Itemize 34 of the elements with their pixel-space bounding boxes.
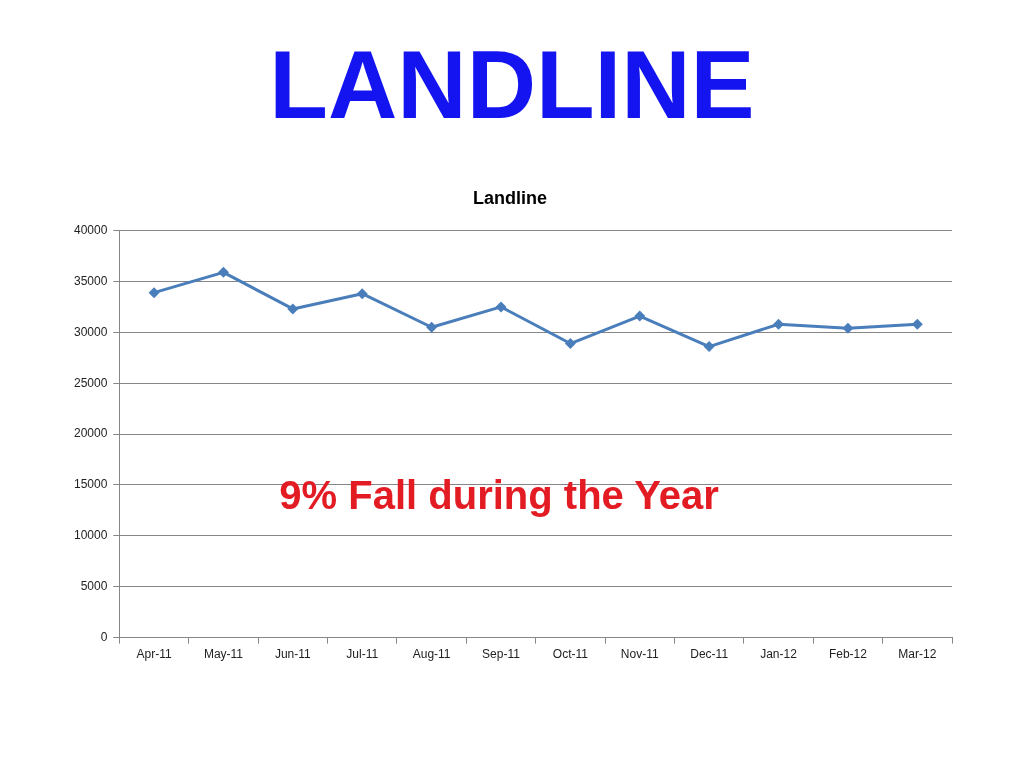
point (495, 301, 507, 313)
x-tick-label: May-11 (203, 647, 244, 662)
chart-subtitle: Landline (472, 187, 548, 208)
y-tick-label: 5000 (80, 579, 108, 594)
y-tick-label: 40000 (73, 222, 108, 237)
point (148, 287, 160, 299)
x-tick-label: Oct-11 (552, 647, 589, 662)
y-tick-label: 0 (100, 629, 108, 644)
y-tick-label: 20000 (73, 426, 108, 441)
x-tick-label: Mar-12 (898, 647, 937, 662)
point (634, 310, 646, 322)
x-tick-label: Feb-12 (828, 647, 868, 662)
x-tick-label: Jul-11 (346, 647, 379, 662)
y-tick-label: 30000 (73, 324, 108, 339)
annotation: 9% Fall during the Year (279, 473, 719, 518)
point (287, 303, 299, 315)
y-tick-label: 10000 (73, 528, 108, 543)
point (842, 322, 854, 334)
x-tick-label: Sep-11 (482, 647, 521, 662)
x-tick-label: Apr-11 (136, 647, 172, 662)
y-tick-label: 25000 (73, 375, 108, 390)
point (564, 338, 576, 350)
y-tick-label: 35000 (73, 273, 108, 288)
x-tick-label: Jan-12 (760, 647, 798, 662)
chart-title: LANDLINE (268, 30, 756, 140)
x-tick-label: Nov-11 (620, 647, 659, 662)
point (356, 288, 368, 300)
x-tick-label: Aug-11 (412, 647, 451, 662)
y-tick-label: 15000 (73, 477, 108, 492)
x-tick-label: Dec-11 (690, 647, 729, 662)
point (217, 266, 229, 278)
x-tick-label: Jun-11 (274, 647, 312, 662)
point (426, 321, 438, 333)
point (703, 341, 715, 353)
